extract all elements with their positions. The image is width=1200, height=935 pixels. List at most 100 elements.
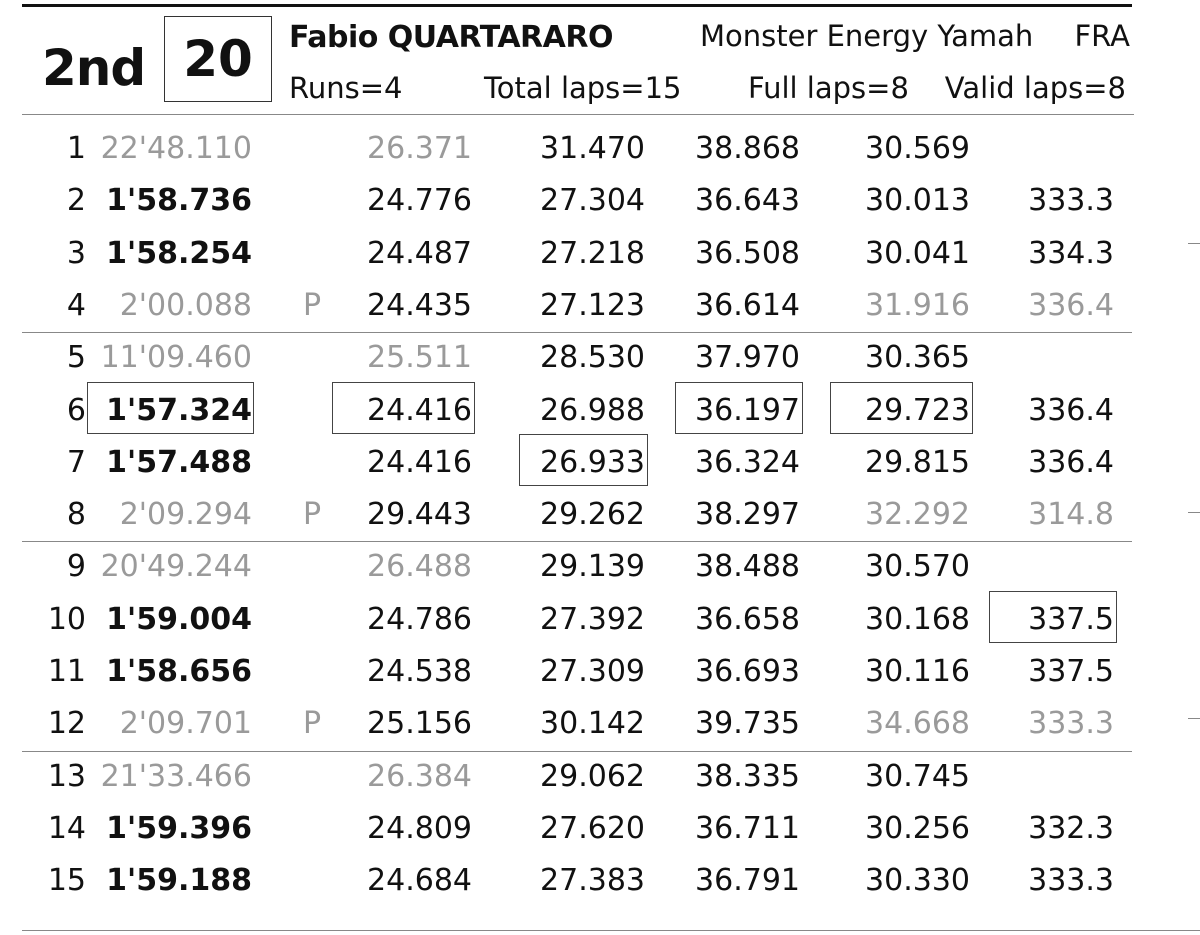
lap-time: 2'09.294 [119, 497, 252, 533]
sector-4-time: 30.570 [865, 549, 970, 585]
sector-1-time: 26.384 [367, 758, 472, 794]
sector-1-time: 26.371 [367, 131, 472, 166]
table-row: 11 1'58.656 24.538 27.309 36.693 30.116 337.5 [0, 646, 1200, 698]
lap-time: 22'48.110 [100, 131, 252, 166]
lap-time: 1'59.004 [106, 601, 252, 637]
sector-3-time: 36.658 [695, 601, 800, 637]
run-separator [22, 541, 1132, 543]
top-rule [22, 4, 1132, 7]
nation-code: FRA [1074, 19, 1131, 53]
sector-2-time: 26.988 [540, 392, 645, 428]
lap-number: 1 [66, 131, 86, 166]
sector-3-time: 36.197 [695, 392, 800, 428]
sector-1-time: 25.156 [367, 706, 472, 742]
pit-flag: P [303, 706, 322, 742]
lap-time: 1'58.736 [106, 183, 252, 219]
sector-3-time: 36.693 [695, 654, 800, 689]
edge-tick [1188, 512, 1200, 513]
top-speed: 333.3 [1028, 706, 1114, 742]
sector-4-time: 30.116 [865, 654, 970, 689]
sector-4-time: 30.365 [865, 340, 970, 376]
sector-3-time: 39.735 [695, 706, 800, 742]
full-laps: Full laps=8 [748, 71, 909, 105]
best-value-box [830, 381, 973, 434]
sector-4-time: 30.330 [865, 863, 970, 899]
sector-4-time: 30.745 [865, 758, 970, 794]
lap-time: 1'59.188 [106, 863, 252, 899]
table-row: 7 1'57.488 24.416 26.933 36.324 29.815 336.4 [0, 437, 1200, 489]
sector-2-time: 28.530 [540, 340, 645, 376]
table-row: 3 1'58.254 24.487 27.218 36.508 30.041 334.3 [0, 228, 1200, 280]
sector-4-time: 34.668 [865, 706, 970, 742]
lap-time: 1'57.488 [106, 444, 252, 480]
table-row: 13 21'33.466 26.384 29.062 38.335 30.745 [0, 751, 1200, 803]
sector-1-time: 24.538 [367, 654, 472, 689]
lap-number: 7 [66, 444, 86, 480]
run-separator [22, 750, 1132, 752]
sector-3-time: 36.643 [695, 183, 800, 219]
run-separator [22, 332, 1132, 334]
sector-1-time: 24.786 [367, 601, 472, 637]
total-laps: Total laps=15 [484, 71, 682, 105]
sector-2-time: 27.123 [540, 287, 645, 323]
sector-4-time: 32.292 [865, 497, 970, 533]
best-value-box [989, 590, 1117, 643]
table-row: 14 1'59.396 24.809 27.620 36.711 30.256 332.3 [0, 803, 1200, 855]
table-row: 4 2'00.088 P 24.435 27.123 36.614 31.916 336.4 [0, 280, 1200, 332]
sector-3-time: 38.335 [695, 758, 800, 794]
top-speed: 336.4 [1028, 444, 1114, 480]
top-speed: 337.5 [1028, 654, 1114, 689]
table-row: 9 20'49.244 26.488 29.139 38.488 30.570 [0, 541, 1200, 593]
bottom-rule [22, 930, 1200, 931]
sector-1-time: 25.511 [367, 340, 472, 376]
sector-1-time: 24.487 [367, 235, 472, 271]
lap-number: 2 [66, 183, 86, 219]
sector-4-time: 30.569 [865, 131, 970, 166]
lap-number: 11 [47, 654, 86, 689]
lap-number: 15 [47, 863, 86, 899]
table-row: 12 2'09.701 P 25.156 30.142 39.735 34.668 333.3 [0, 698, 1200, 750]
sector-3-time: 36.324 [695, 444, 800, 480]
lap-time: 1'57.324 [106, 392, 252, 428]
edge-tick [1188, 718, 1200, 719]
best-value-box [675, 381, 803, 434]
sector-1-time: 24.809 [367, 810, 472, 846]
finishing-position: 2nd [42, 39, 146, 97]
sector-1-time: 24.684 [367, 863, 472, 899]
table-row: 6 1'57.324 24.416 26.988 36.197 29.723 336.4 [0, 385, 1200, 437]
top-speed: 336.4 [1028, 392, 1114, 428]
team-name: Monster Energy Yamah [700, 19, 1034, 53]
sector-4-time: 29.815 [865, 444, 970, 480]
lap-number: 3 [66, 235, 86, 271]
rider-name: Fabio QUARTARARO [289, 20, 613, 55]
lap-number: 5 [66, 340, 86, 376]
sector-1-time: 24.435 [367, 287, 472, 323]
sector-2-time: 27.392 [540, 601, 645, 637]
lap-time: 11'09.460 [100, 340, 252, 376]
lap-time: 2'09.701 [119, 706, 252, 742]
sector-1-time: 26.488 [367, 549, 472, 585]
lap-number: 13 [47, 758, 86, 794]
sector-3-time: 37.970 [695, 340, 800, 376]
top-speed: 333.3 [1028, 183, 1114, 219]
sector-4-time: 30.256 [865, 810, 970, 846]
sector-2-time: 26.933 [540, 444, 645, 480]
table-row: 1 22'48.110 26.371 31.470 38.868 30.569 [0, 123, 1200, 175]
sector-4-time: 29.723 [865, 392, 970, 428]
sector-2-time: 27.383 [540, 863, 645, 899]
sector-3-time: 36.614 [695, 287, 800, 323]
lap-number: 12 [47, 706, 86, 742]
best-value-box [332, 381, 475, 434]
sector-4-time: 30.041 [865, 235, 970, 271]
sector-2-time: 29.262 [540, 497, 645, 533]
sector-1-time: 24.776 [367, 183, 472, 219]
sector-2-time: 30.142 [540, 706, 645, 742]
sector-3-time: 36.508 [695, 235, 800, 271]
sector-3-time: 38.868 [695, 131, 800, 166]
table-row: 15 1'59.188 24.684 27.383 36.791 30.330 333.3 [0, 855, 1200, 907]
lap-number: 8 [66, 497, 86, 533]
top-speed: 337.5 [1028, 601, 1114, 637]
edge-tick [1188, 243, 1200, 244]
pit-flag: P [303, 287, 322, 323]
lap-number: 6 [66, 392, 86, 428]
